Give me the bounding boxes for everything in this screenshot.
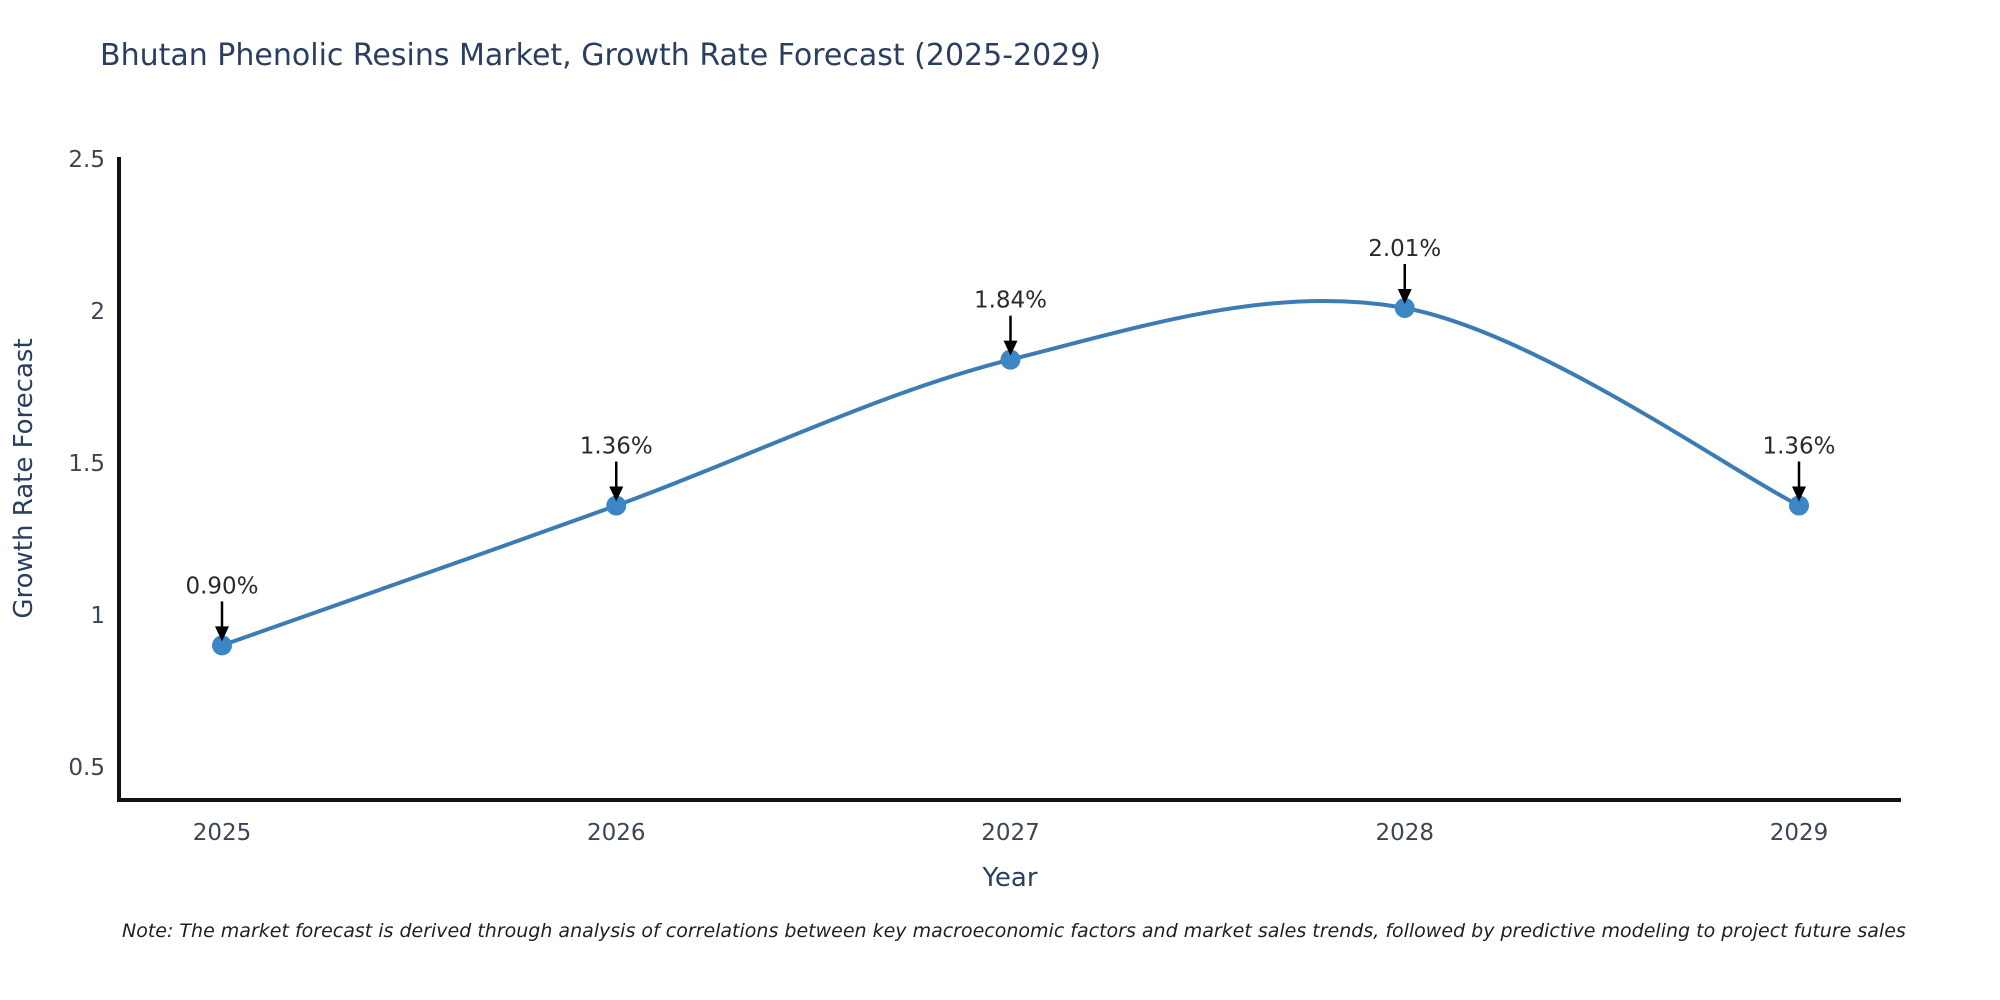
x-axis-title: Year [981,863,1037,893]
y-tick-label: 1 [90,603,105,629]
annotation-arrow-head [1792,486,1806,502]
annotation-label: 1.36% [580,434,653,460]
y-tick-label: 1.5 [68,451,105,477]
annotation-arrow-head [1003,340,1018,356]
footnote-text: Note: The market forecast is derived thr… [122,920,1906,942]
data-point-marker [212,635,232,656]
annotation-arrow-head [215,626,229,642]
x-tick-label: 2026 [587,820,646,846]
y-tick-label: 2 [90,299,105,325]
chart-title: Bhutan Phenolic Resins Market, Growth Ra… [100,38,1102,73]
annotation-label: 0.90% [185,573,258,599]
data-point-marker [1000,349,1021,370]
data-point-marker [606,495,627,516]
x-tick-label: 2029 [1770,820,1829,846]
annotation-label: 1.36% [1762,434,1835,460]
annotation-arrow-head [1397,288,1412,304]
x-tick-label: 2027 [981,820,1040,846]
annotation-label: 2.01% [1368,236,1441,262]
y-tick-label: 0.5 [68,755,105,781]
x-tick-label: 2025 [193,820,252,846]
annotation-arrow-head [609,486,624,502]
data-point-marker [1394,297,1415,318]
x-tick-label: 2028 [1375,820,1434,846]
annotation-label: 1.84% [974,288,1047,314]
y-tick-label: 2.5 [68,147,105,173]
data-point-marker [1789,495,1809,516]
y-axis-title: Growth Rate Forecast [9,338,39,618]
